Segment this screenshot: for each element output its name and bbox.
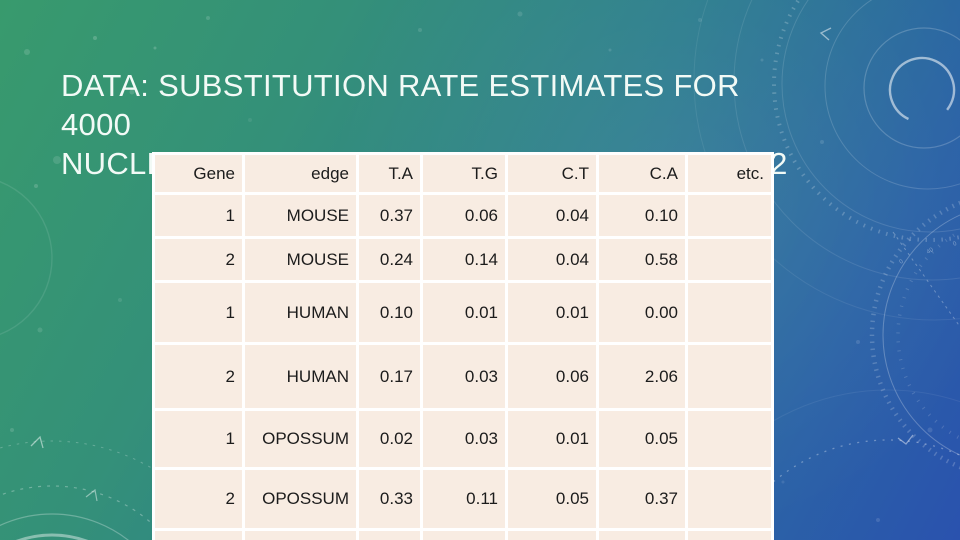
tick-ring-ornament (869, 200, 960, 470)
cell-empty (596, 528, 688, 540)
cell-value: 0.10 (596, 192, 688, 239)
table-row: 1 HUMAN 0.10 0.01 0.01 0.00 (152, 280, 774, 345)
cell-value: 0.24 (356, 236, 423, 283)
cell-etc (685, 236, 774, 283)
table-row: 2 HUMAN 0.17 0.03 0.06 2.06 (152, 342, 774, 411)
tick-ring-ornament (896, 229, 960, 441)
column-header-ct: C.T (505, 152, 599, 195)
column-header-edge: edge (242, 152, 359, 195)
cell-empty (356, 528, 423, 540)
table-row-clipped (152, 528, 774, 540)
circle-ornament (888, 56, 956, 124)
cell-value: 0.06 (420, 192, 508, 239)
cell-empty (152, 528, 245, 540)
cell-value: 0.06 (505, 342, 599, 411)
table-row: 2 OPOSSUM 0.33 0.11 0.05 0.37 (152, 467, 774, 531)
cell-gene: 1 (152, 280, 245, 345)
column-header-gene: Gene (152, 152, 245, 195)
circle-ornament (882, 214, 960, 456)
cell-value: 0.01 (505, 408, 599, 470)
dashed-line-ornament (892, 231, 960, 328)
chevron-icon (819, 27, 832, 41)
table-row: 2 MOUSE 0.24 0.14 0.04 0.58 (152, 236, 774, 283)
cell-value: 0.03 (420, 342, 508, 411)
column-header-tg: T.G (420, 152, 508, 195)
cell-value: 2.06 (596, 342, 688, 411)
cell-empty (505, 528, 599, 540)
circle-ornament (15, 533, 89, 540)
cell-etc (685, 280, 774, 345)
cell-value: 0.05 (596, 408, 688, 470)
cell-empty (420, 528, 508, 540)
table-row: 1 OPOSSUM 0.02 0.03 0.01 0.05 (152, 408, 774, 470)
cell-value: 0.05 (505, 467, 599, 531)
cell-value: 0.37 (596, 467, 688, 531)
cell-gene: 2 (152, 236, 245, 283)
cell-value: 0.01 (505, 280, 599, 345)
cell-empty (242, 528, 359, 540)
cell-etc (685, 342, 774, 411)
title-line-1: DATA: SUBSTITUTION RATE ESTIMATES FOR 40… (61, 68, 740, 142)
cell-value: 0.04 (505, 192, 599, 239)
compass-digit: 40 (926, 247, 935, 256)
circle-ornament (0, 513, 129, 540)
cell-etc (685, 467, 774, 531)
cell-gene: 2 (152, 342, 245, 411)
column-header-ca: C.A (596, 152, 688, 195)
cell-value: 0.37 (356, 192, 423, 239)
compass-digit: 0 (952, 241, 958, 248)
column-header-ta: T.A (356, 152, 423, 195)
cell-value: 0.14 (420, 236, 508, 283)
cell-empty (685, 528, 774, 540)
chevron-icon (85, 488, 98, 502)
cell-value: 0.03 (420, 408, 508, 470)
cell-value: 0.10 (356, 280, 423, 345)
cell-edge: OPOSSUM (242, 408, 359, 470)
cell-value: 0.33 (356, 467, 423, 531)
table-row: 1 MOUSE 0.37 0.06 0.04 0.10 (152, 192, 774, 239)
cell-value: 0.04 (505, 236, 599, 283)
cell-value: 0.17 (356, 342, 423, 411)
cell-gene: 1 (152, 192, 245, 239)
compass-digit: 0 (899, 258, 906, 265)
circle-ornament (824, 0, 960, 190)
cell-gene: 2 (152, 467, 245, 531)
cell-etc (685, 192, 774, 239)
substitution-rate-table: Gene edge T.A T.G C.T C.A etc. 1 MOUSE 0… (152, 152, 774, 540)
cell-value: 0.01 (420, 280, 508, 345)
cell-edge: HUMAN (242, 280, 359, 345)
cell-value: 0.00 (596, 280, 688, 345)
circle-ornament (863, 27, 960, 149)
cell-gene: 1 (152, 408, 245, 470)
cell-edge: MOUSE (242, 192, 359, 239)
chevron-icon (897, 434, 914, 445)
cell-edge: MOUSE (242, 236, 359, 283)
cell-value: 0.02 (356, 408, 423, 470)
cell-value: 0.58 (596, 236, 688, 283)
cell-edge: OPOSSUM (242, 467, 359, 531)
circle-ornament (0, 180, 53, 336)
chevron-icon (30, 435, 44, 449)
column-header-etc: etc. (685, 152, 774, 195)
cell-edge: HUMAN (242, 342, 359, 411)
cell-etc (685, 408, 774, 470)
table-header-row: Gene edge T.A T.G C.T C.A etc. (152, 152, 774, 195)
cell-value: 0.11 (420, 467, 508, 531)
